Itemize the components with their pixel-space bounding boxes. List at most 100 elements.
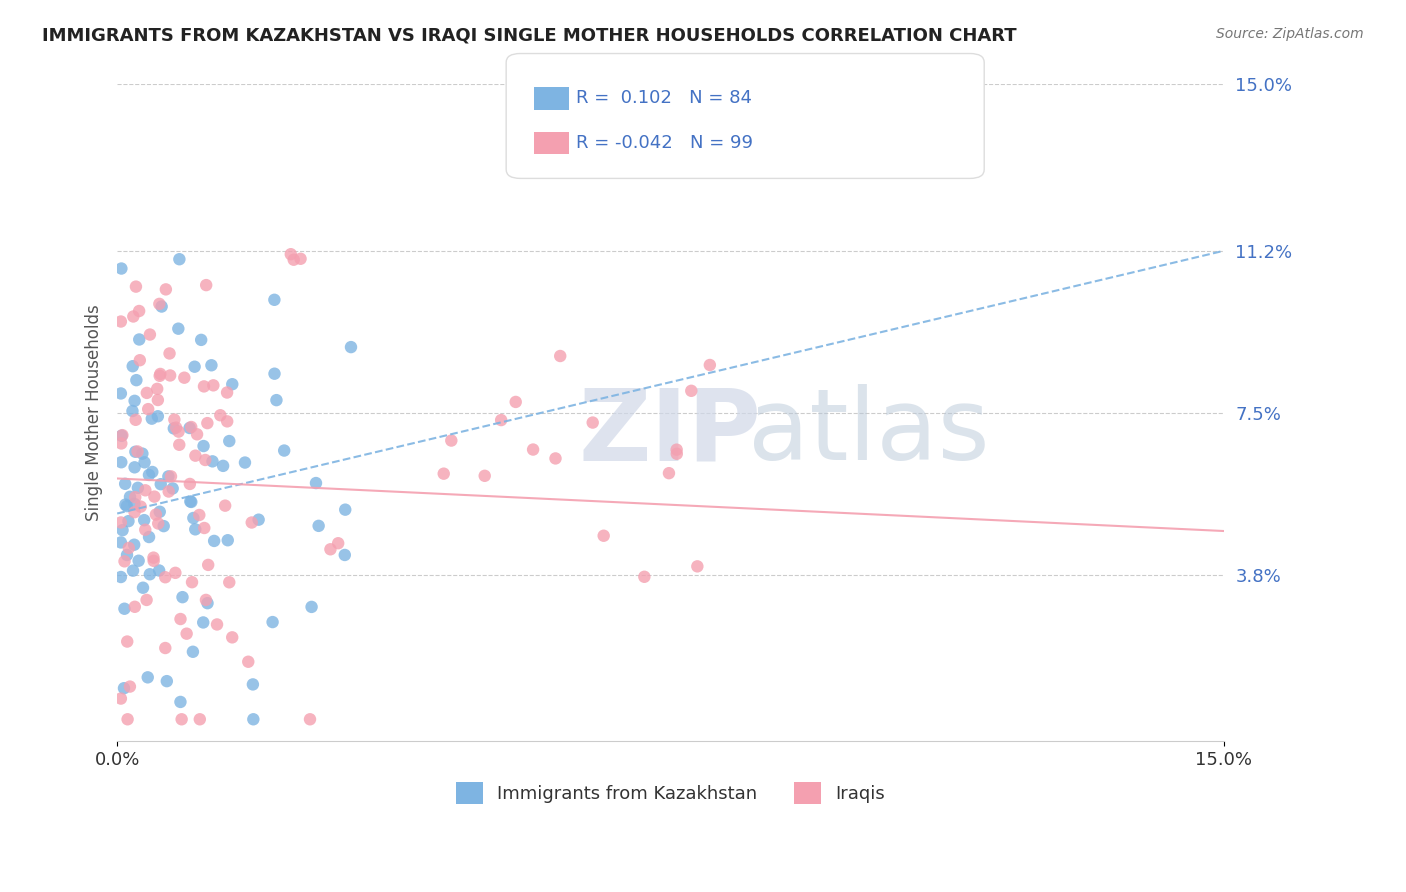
Point — [142, 554, 165, 568]
Point — [333, 548, 356, 562]
Point — [150, 300, 173, 314]
Point — [165, 566, 187, 580]
Point — [298, 712, 321, 726]
Point — [141, 411, 163, 425]
Y-axis label: Single Mother Households: Single Mother Households — [86, 304, 103, 521]
Point — [134, 513, 156, 527]
Point — [218, 434, 240, 448]
Point — [110, 314, 132, 328]
Point — [112, 681, 135, 696]
Point — [592, 529, 614, 543]
Point — [114, 498, 136, 512]
Point — [167, 321, 190, 335]
Point — [110, 261, 132, 276]
Point — [122, 538, 145, 552]
Point — [176, 626, 198, 640]
Point — [131, 447, 153, 461]
Point — [155, 640, 177, 655]
Point — [212, 458, 235, 473]
Point — [129, 500, 152, 514]
Point — [200, 358, 222, 372]
Point — [217, 385, 239, 400]
Point — [319, 542, 342, 557]
Point — [122, 564, 145, 578]
Text: atlas: atlas — [748, 384, 990, 481]
Point — [111, 523, 134, 537]
Point — [110, 570, 132, 584]
Point — [146, 409, 169, 424]
Point — [240, 516, 263, 530]
Point — [183, 511, 205, 525]
Point — [159, 346, 181, 360]
Point — [136, 402, 159, 417]
Point — [201, 454, 224, 468]
Point — [167, 425, 190, 439]
Point — [193, 521, 215, 535]
Point — [115, 548, 138, 562]
Point — [184, 449, 207, 463]
Point — [132, 581, 155, 595]
Point — [221, 631, 243, 645]
Point — [127, 481, 149, 495]
Point — [544, 451, 567, 466]
Point — [195, 416, 218, 430]
Point — [141, 465, 163, 479]
Text: R = -0.042   N = 99: R = -0.042 N = 99 — [576, 134, 754, 152]
Point — [247, 513, 270, 527]
Point — [118, 680, 141, 694]
Point — [117, 712, 139, 726]
Point — [173, 370, 195, 384]
Point — [124, 413, 146, 427]
Point — [202, 533, 225, 548]
Point — [233, 456, 256, 470]
Point — [262, 615, 284, 629]
Point — [142, 550, 165, 565]
Point — [190, 333, 212, 347]
Point — [181, 645, 204, 659]
Point — [110, 455, 132, 469]
Point — [305, 476, 328, 491]
Point — [440, 434, 463, 448]
Point — [179, 477, 201, 491]
Point — [522, 442, 544, 457]
Point — [149, 368, 172, 383]
Point — [197, 558, 219, 572]
Point — [169, 695, 191, 709]
Point — [163, 421, 186, 435]
Point — [180, 495, 202, 509]
Point — [221, 377, 243, 392]
Point — [125, 373, 148, 387]
Point — [163, 412, 186, 426]
Point — [681, 384, 703, 398]
Point — [505, 395, 527, 409]
Point — [117, 514, 139, 528]
Point — [633, 570, 655, 584]
Point — [135, 385, 157, 400]
Point — [328, 536, 350, 550]
Point — [218, 575, 240, 590]
Point — [124, 444, 146, 458]
Point — [155, 570, 177, 584]
Point — [110, 535, 132, 549]
Point — [157, 469, 180, 483]
Point — [238, 655, 260, 669]
Point — [162, 482, 184, 496]
Point — [186, 427, 208, 442]
Point — [159, 368, 181, 383]
Point — [474, 468, 496, 483]
Point — [124, 497, 146, 511]
Point — [188, 712, 211, 726]
Point — [138, 530, 160, 544]
Point — [148, 297, 170, 311]
Point — [548, 349, 571, 363]
Point — [193, 379, 215, 393]
Point — [179, 421, 201, 435]
Point — [128, 333, 150, 347]
Point — [114, 554, 136, 568]
Point — [170, 712, 193, 726]
Point — [180, 420, 202, 434]
Point — [124, 505, 146, 519]
Point — [194, 453, 217, 467]
Point — [194, 593, 217, 607]
Point — [335, 502, 357, 516]
